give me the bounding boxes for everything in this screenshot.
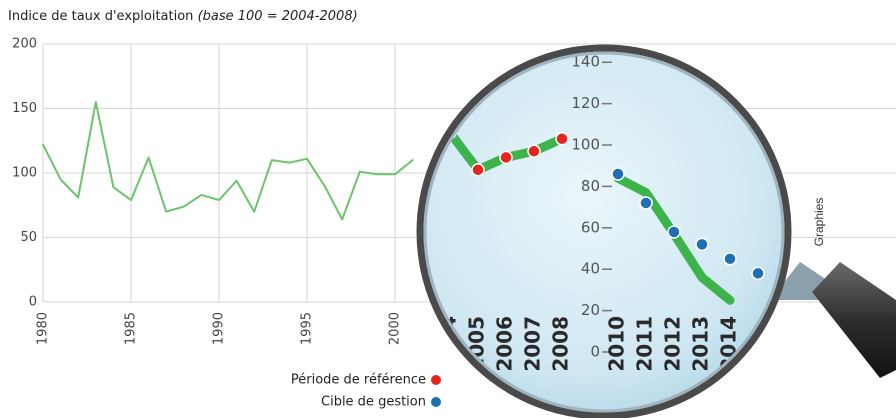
x-tick-label: 2000 [388,312,403,345]
y-tick-label: 60 [581,218,600,236]
x-tick-label: 1980 [36,312,51,345]
marker [499,150,513,165]
y-tick-label: 0 [590,343,600,361]
marker [555,132,569,146]
y-tick-label: 80 [581,177,600,195]
y-tick-label: 0 [29,295,37,310]
marker [471,163,485,177]
lens [422,50,786,414]
y-tick-label: 200 [12,37,37,52]
title: Indice de taux d'exploitation [8,9,193,24]
marker [667,225,681,239]
x-tick-label: 2006 [493,316,517,372]
line [42,101,414,221]
y-tick-label: 100 [12,166,37,181]
legend: Période de référence Cible de gestion [291,373,441,410]
y-tick-label: 40 [581,260,600,278]
lens-rim [416,44,792,418]
lens-rim-inner [423,51,785,413]
x-tick-label: 2011 [633,316,657,372]
credit: Graphies [812,198,826,247]
handle [812,262,896,378]
marker [527,144,541,158]
marker [611,167,625,181]
legend-marker [431,397,441,407]
x-tick-label: 1990 [212,312,227,345]
x-tick-label: 1985 [124,312,139,345]
x-tick-label: 2010 [605,316,629,372]
x-tick-label: 2013 [689,316,713,372]
legend-label: Cible de gestion [321,395,426,410]
marker [723,252,737,266]
legend-marker [431,375,441,385]
x-tick-label: 2007 [521,316,545,372]
marker [639,196,653,210]
main-chart: 0 50 100 150 200 1980 1985 1990 1995 2000 [12,37,896,345]
chart-title: Indice de taux d'exploitation (base 100 … [8,9,358,24]
y-tick-label: 20 [581,301,600,319]
marker [751,266,765,281]
y-tick-label: 50 [20,230,37,245]
legend-label: Période de référence [291,373,426,388]
subtitle: (base 100 = 2004-2008) [198,9,358,24]
y-tick-label: 120 [571,94,600,112]
y-tick-label: 150 [12,101,37,116]
marker [695,237,709,252]
x-tick-label: 2008 [549,316,573,372]
y-tick-label: 140 [571,53,600,71]
x-tick-label: 2012 [661,316,685,372]
x-tick-label: 1995 [300,312,315,345]
y-tick-label: 100 [571,136,600,154]
